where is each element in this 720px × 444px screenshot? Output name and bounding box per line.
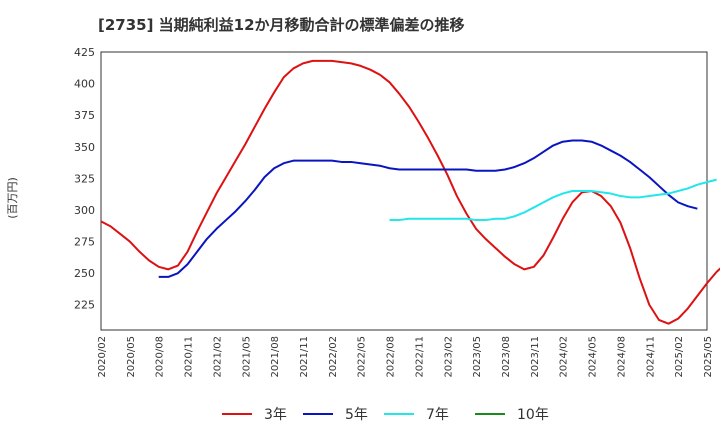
x-tick-label: 2020/02 xyxy=(97,336,108,378)
x-tick-label: 2020/08 xyxy=(155,336,166,378)
y-tick-label: 425 xyxy=(74,46,95,59)
x-tick-label: 2022/02 xyxy=(328,336,339,378)
x-tick-label: 2024/05 xyxy=(588,336,599,378)
x-tick-label: 2022/05 xyxy=(357,336,368,378)
x-tick-label: 2022/08 xyxy=(386,336,397,378)
y-tick-label: 400 xyxy=(74,78,95,91)
series-line-3年 xyxy=(100,59,720,325)
series-line-5年 xyxy=(158,139,698,278)
x-tick-label: 2021/05 xyxy=(241,336,252,378)
legend-label: 5年 xyxy=(345,407,368,423)
y-tick-label: 325 xyxy=(74,172,95,185)
x-tick-label: 2021/11 xyxy=(299,336,310,378)
x-tick-label: 2024/02 xyxy=(559,336,570,378)
x-tick-label: 2021/02 xyxy=(212,336,223,378)
y-tick-label: 250 xyxy=(74,267,95,280)
legend-label: 10年 xyxy=(517,407,549,423)
legend-label: 3年 xyxy=(264,407,287,423)
series-line-7年 xyxy=(389,178,717,222)
y-tick-label: 225 xyxy=(74,299,95,312)
y-tick-label: 350 xyxy=(74,141,95,154)
y-tick-label: 300 xyxy=(74,204,95,217)
y-tick-label: 275 xyxy=(74,236,95,249)
axes-layer: 225 250 275 300 325 350 375 400 425 2020/02 2020/0… xyxy=(74,46,714,378)
x-tick-label: 2021/08 xyxy=(270,336,281,378)
x-tick-label: 2025/05 xyxy=(703,336,714,378)
x-tick-label: 2020/11 xyxy=(184,336,195,378)
x-tick-label: 2023/02 xyxy=(443,336,454,378)
x-tick-label: 2025/02 xyxy=(674,336,685,378)
y-tick-label: 375 xyxy=(74,109,95,122)
x-tick-label: 2023/11 xyxy=(530,336,541,378)
x-tick-label: 2024/11 xyxy=(645,336,656,378)
x-tick-label: 2023/05 xyxy=(472,336,483,378)
series-layer xyxy=(100,59,720,325)
y-axis-label: (百万円) xyxy=(6,177,19,219)
x-tick-label: 2020/05 xyxy=(126,336,137,378)
x-tick-label: 2022/11 xyxy=(414,336,425,378)
x-tick-label: 2023/08 xyxy=(501,336,512,378)
chart-title: [2735] 当期純利益12か月移動合計の標準偏差の推移 xyxy=(98,16,465,34)
x-tick-label: 2024/08 xyxy=(616,336,627,378)
legend-label: 7年 xyxy=(426,407,449,423)
plot-frame xyxy=(100,51,708,331)
legend: 3年 5年 7年 10年 xyxy=(222,407,549,423)
